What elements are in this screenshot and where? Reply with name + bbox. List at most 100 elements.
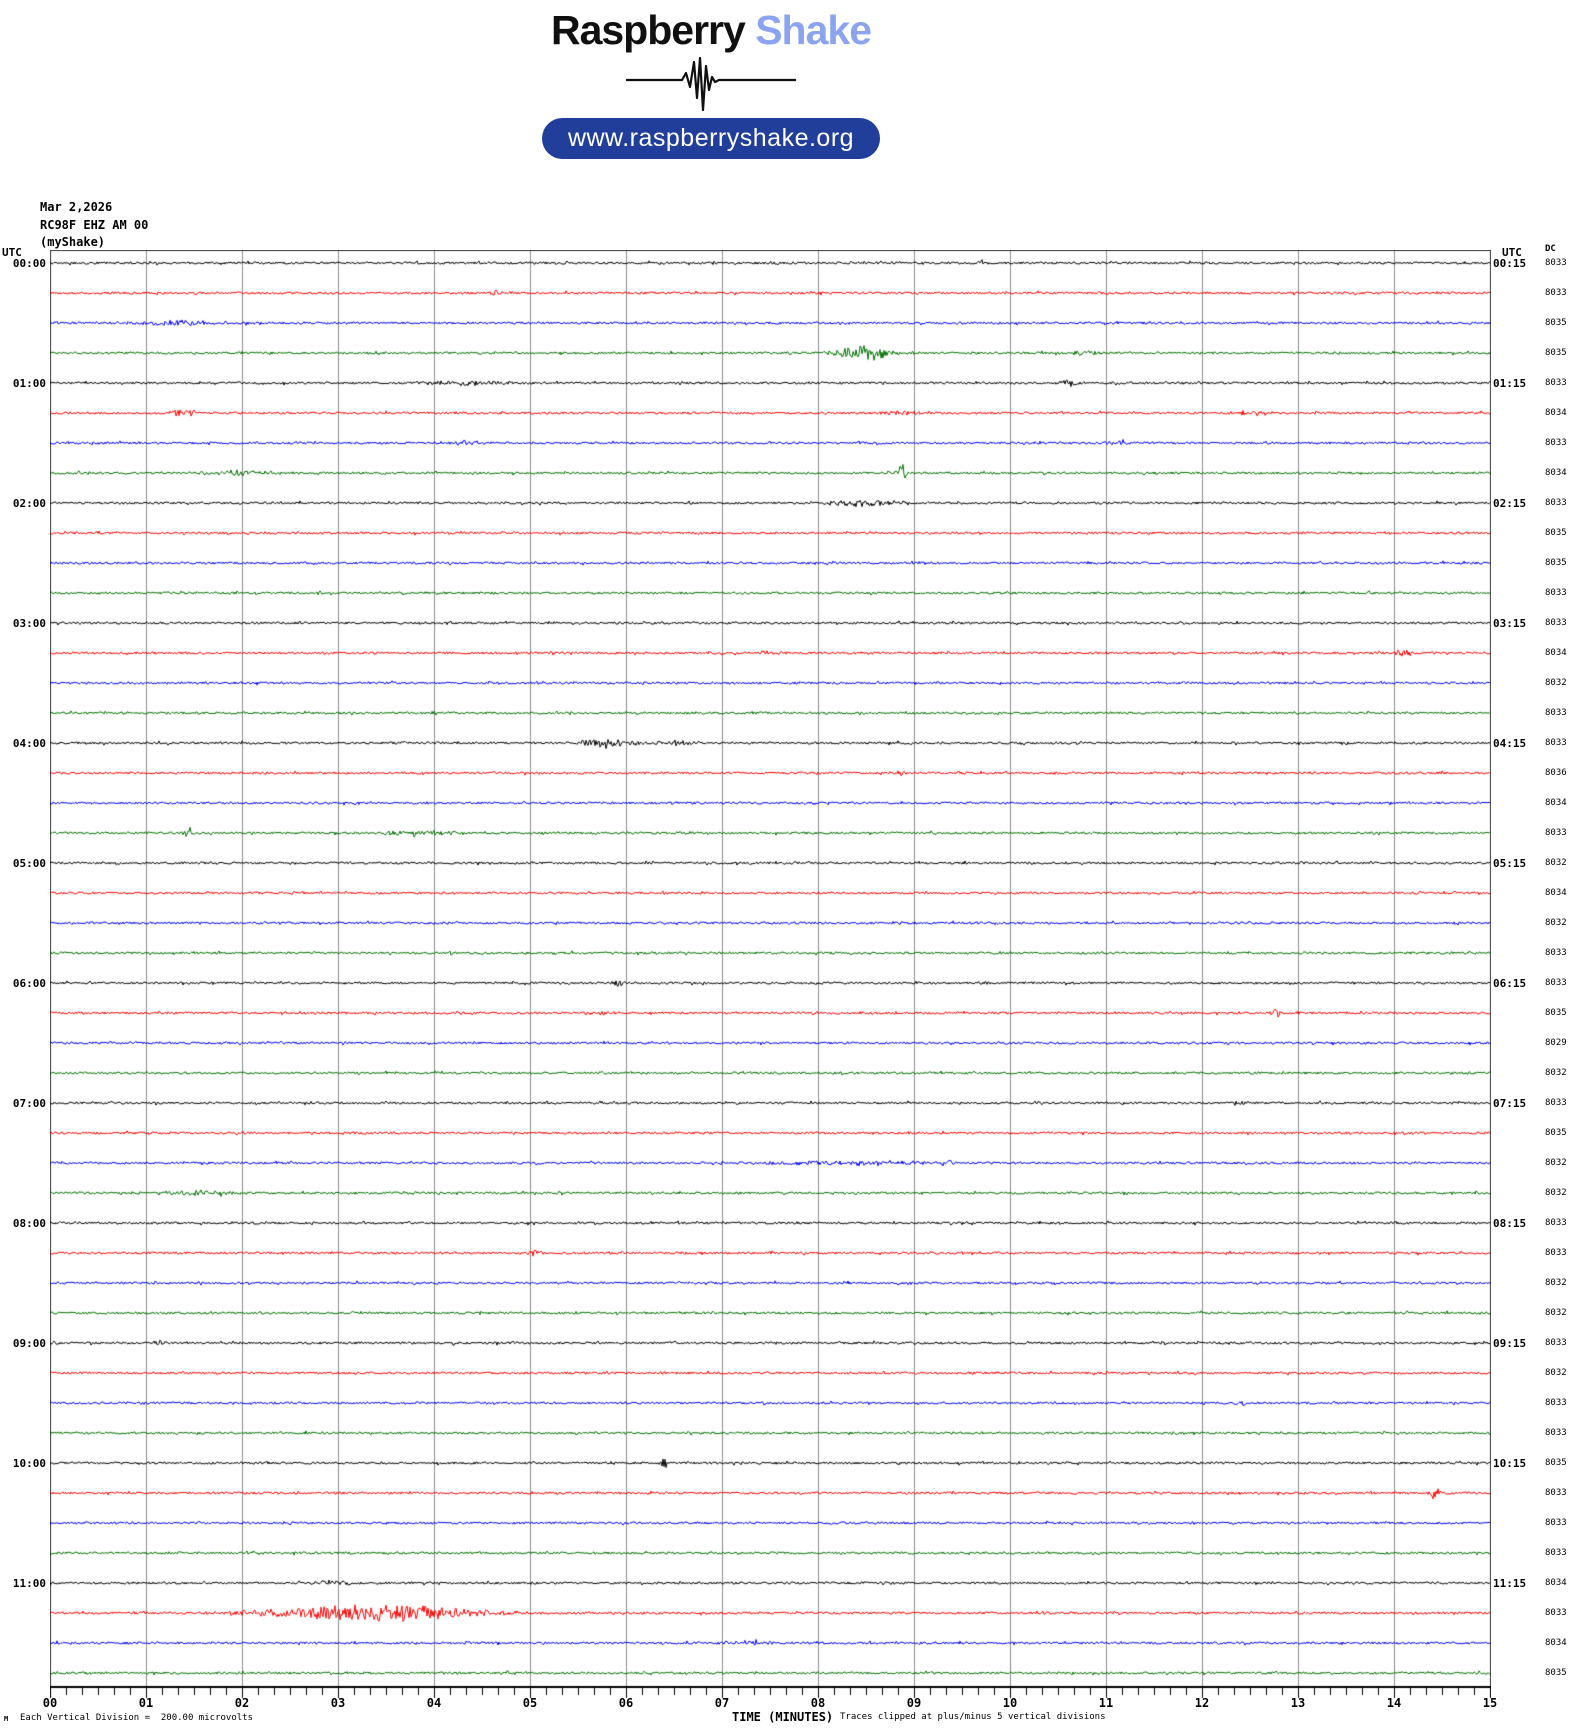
dc-value: 8033 xyxy=(1545,1518,1567,1528)
dc-value: 8033 xyxy=(1545,1548,1567,1558)
dc-value: 8035 xyxy=(1545,348,1567,358)
x-axis-label: 14 xyxy=(1386,1696,1402,1710)
station-label: RC98F EHZ AM 00 xyxy=(40,217,149,232)
x-axis-label: 02 xyxy=(234,1696,250,1710)
dc-value: 8032 xyxy=(1545,918,1567,928)
dc-column-header: DC xyxy=(1545,244,1556,254)
x-axis-label: 01 xyxy=(138,1696,154,1710)
dc-value: 8033 xyxy=(1545,738,1567,748)
hour-label-left: 04:00 xyxy=(12,737,46,750)
dc-value: 8032 xyxy=(1545,858,1567,868)
dc-value: 8032 xyxy=(1545,1068,1567,1078)
raspberry-shake-logo: Raspberry Shake xyxy=(361,8,1061,52)
dc-value: 8033 xyxy=(1545,378,1567,388)
dc-value: 8033 xyxy=(1545,1428,1567,1438)
x-axis-label: 07 xyxy=(714,1696,730,1710)
hour-label-left: 11:00 xyxy=(12,1577,46,1590)
x-axis-label: 04 xyxy=(426,1696,442,1710)
hour-label-left: 08:00 xyxy=(12,1217,46,1230)
x-axis-label: 03 xyxy=(330,1696,346,1710)
dc-value: 8035 xyxy=(1545,1458,1567,1468)
hour-label-right: 09:15 xyxy=(1493,1337,1527,1350)
hour-label-right: 04:15 xyxy=(1493,737,1527,750)
dc-value: 8032 xyxy=(1545,1158,1567,1168)
hour-label-left: 02:00 xyxy=(12,497,46,510)
dc-value: 8036 xyxy=(1545,768,1567,778)
dc-value: 8033 xyxy=(1545,498,1567,508)
dc-value: 8029 xyxy=(1545,1038,1567,1048)
hour-label-left: 10:00 xyxy=(12,1457,46,1470)
dc-value: 8033 xyxy=(1545,948,1567,958)
hour-label-right: 10:15 xyxy=(1493,1457,1527,1470)
x-axis-label: 00 xyxy=(42,1696,58,1710)
dc-value: 8034 xyxy=(1545,888,1567,898)
hour-label-right: 01:15 xyxy=(1493,377,1527,390)
hour-label-left: 06:00 xyxy=(12,977,46,990)
x-axis-label: 05 xyxy=(522,1696,538,1710)
dc-value: 8033 xyxy=(1545,588,1567,598)
hour-label-right: 11:15 xyxy=(1493,1577,1527,1590)
hour-label-right: 00:15 xyxy=(1493,257,1527,270)
dc-value: 8035 xyxy=(1545,318,1567,328)
dc-value: 8034 xyxy=(1545,798,1567,808)
dc-value: 8034 xyxy=(1545,1578,1567,1588)
hour-label-right: 07:15 xyxy=(1493,1097,1527,1110)
dc-value: 8033 xyxy=(1545,1608,1567,1618)
dc-value: 8035 xyxy=(1545,1008,1567,1018)
x-axis-label: 10 xyxy=(1002,1696,1018,1710)
dc-value: 8033 xyxy=(1545,258,1567,268)
clip-note: Traces clipped at plus/minus 5 vertical … xyxy=(840,1712,1106,1722)
dc-value: 8033 xyxy=(1545,708,1567,718)
hour-label-left: 09:00 xyxy=(12,1337,46,1350)
dc-value: 8033 xyxy=(1545,1248,1567,1258)
dc-value: 8033 xyxy=(1545,438,1567,448)
dc-value: 8033 xyxy=(1545,1338,1567,1348)
hour-label-right: 03:15 xyxy=(1493,617,1527,630)
hour-label-left: 01:00 xyxy=(12,377,46,390)
dc-value: 8035 xyxy=(1545,1128,1567,1138)
hour-label-right: 08:15 xyxy=(1493,1217,1527,1230)
hour-label-left: 07:00 xyxy=(12,1097,46,1110)
logo-text-shake: Shake xyxy=(755,7,872,53)
hour-label-left: 05:00 xyxy=(12,857,46,870)
dc-value: 8033 xyxy=(1545,828,1567,838)
right-axis-utc-header: UTC xyxy=(1502,246,1522,259)
dc-value: 8033 xyxy=(1545,1218,1567,1228)
x-axis-label: 13 xyxy=(1290,1696,1306,1710)
dc-value: 8033 xyxy=(1545,978,1567,988)
dc-value: 8032 xyxy=(1545,1368,1567,1378)
hour-label-left: 00:00 xyxy=(12,257,46,270)
scale-note: Each Vertical Division = 200.00 microvol… xyxy=(20,1713,253,1723)
dc-value: 8032 xyxy=(1545,1188,1567,1198)
scale-marker: M xyxy=(4,1715,9,1723)
dc-value: 8033 xyxy=(1545,288,1567,298)
x-axis-label: 06 xyxy=(618,1696,634,1710)
left-axis-utc-header: UTC xyxy=(2,246,22,259)
x-axis-label: 08 xyxy=(810,1696,826,1710)
dc-value: 8033 xyxy=(1545,1398,1567,1408)
station-info-block: Mar 2,2026 RC98F EHZ AM 00 (myShake) xyxy=(40,199,148,252)
dc-value: 8032 xyxy=(1545,678,1567,688)
hour-label-right: 05:15 xyxy=(1493,857,1527,870)
dc-value: 8034 xyxy=(1545,408,1567,418)
x-axis-label: 11 xyxy=(1098,1696,1114,1710)
network-label: (myShake) xyxy=(40,235,106,249)
dc-value: 8032 xyxy=(1545,1308,1567,1318)
x-axis-label: 12 xyxy=(1194,1696,1210,1710)
date-label: Mar 2,2026 xyxy=(40,200,113,214)
dc-value: 8034 xyxy=(1545,1638,1567,1648)
x-axis-label: 09 xyxy=(906,1696,922,1710)
dc-value: 8032 xyxy=(1545,1278,1567,1288)
seismic-waveform-icon xyxy=(626,56,796,112)
dc-value: 8034 xyxy=(1545,468,1567,478)
website-link-button[interactable]: www.raspberryshake.org xyxy=(541,118,881,159)
x-axis-label: 15 xyxy=(1482,1696,1498,1710)
header: Raspberry Shake www.raspberryshake.org xyxy=(361,8,1061,159)
dc-value: 8035 xyxy=(1545,1668,1567,1678)
x-axis-title: TIME (MINUTES) xyxy=(732,1710,834,1724)
dc-value: 8033 xyxy=(1545,1098,1567,1108)
dc-value: 8034 xyxy=(1545,648,1567,658)
hour-label-right: 06:15 xyxy=(1493,977,1527,990)
hour-label-right: 02:15 xyxy=(1493,497,1527,510)
